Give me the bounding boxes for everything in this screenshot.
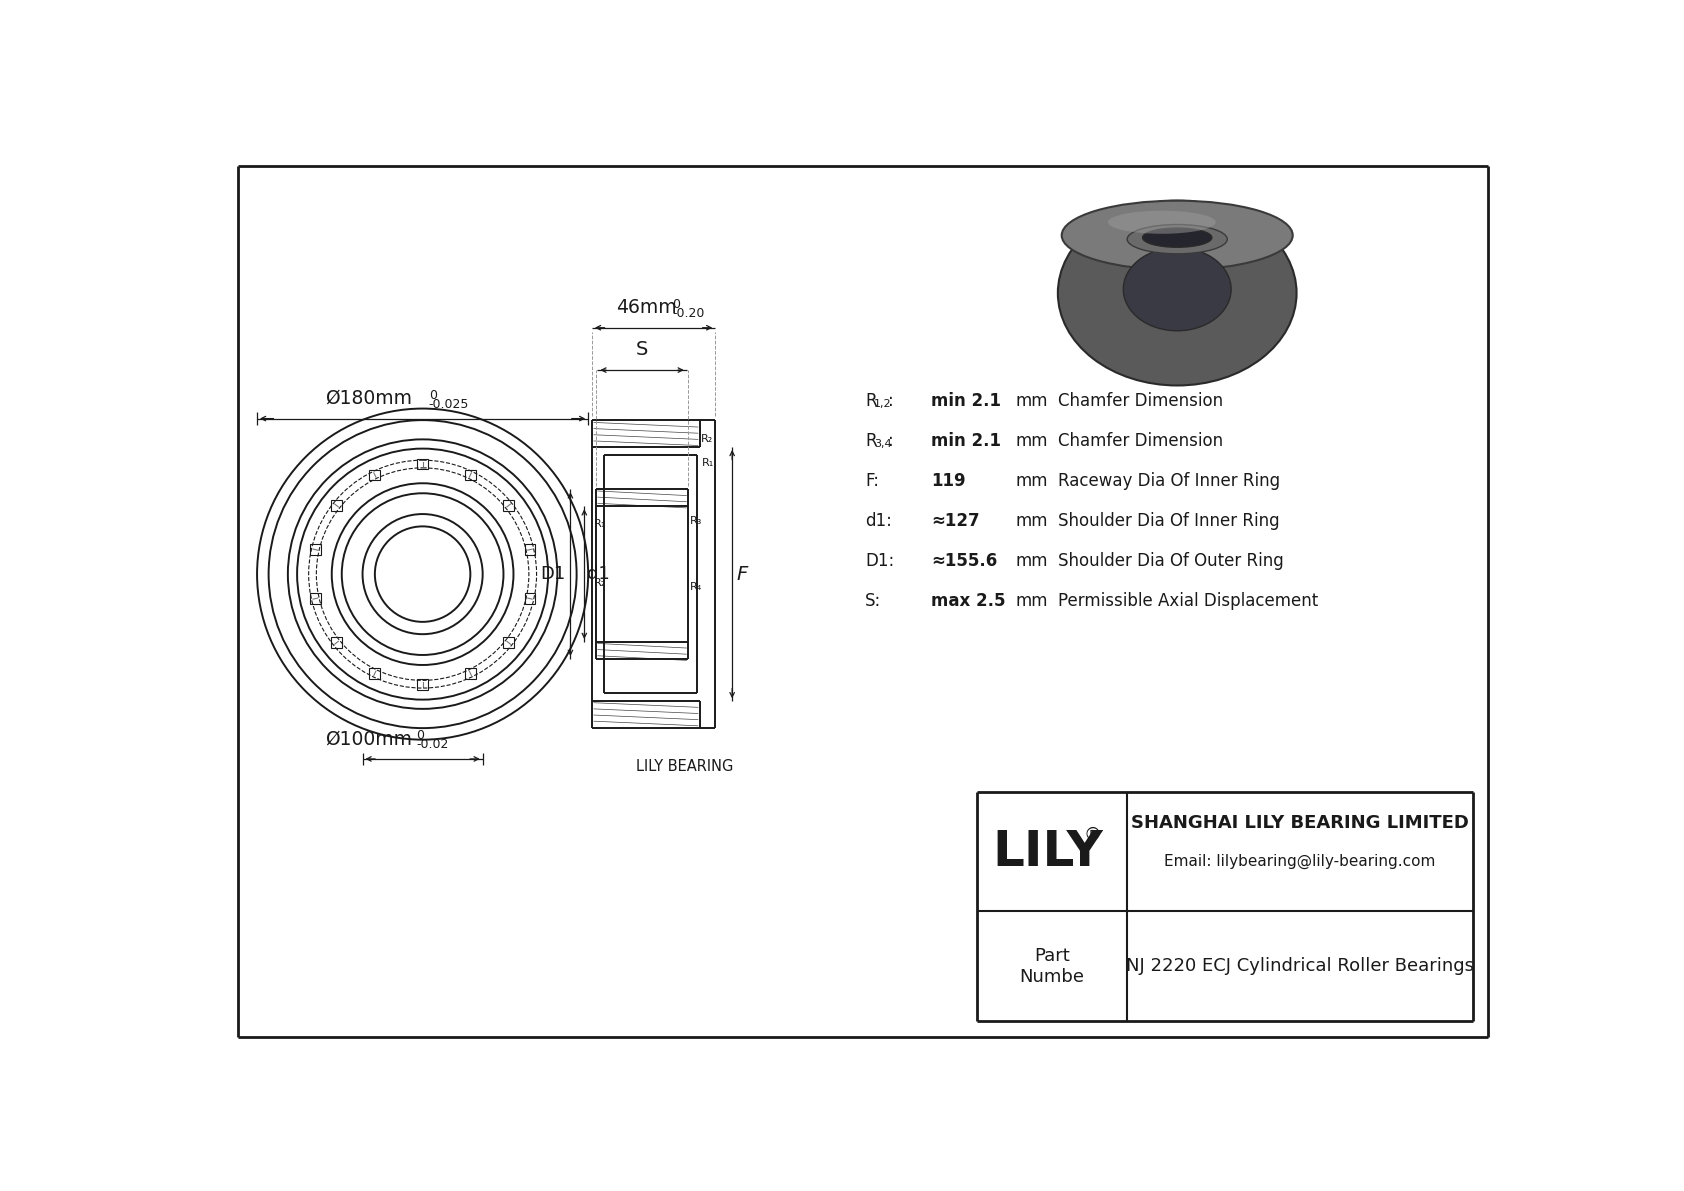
Text: mm: mm	[1015, 553, 1047, 570]
Text: Email: lilybearing@lily-bearing.com: Email: lilybearing@lily-bearing.com	[1164, 854, 1436, 869]
Text: mm: mm	[1015, 512, 1047, 530]
Bar	[418, 459, 428, 469]
Text: ≈127: ≈127	[931, 512, 980, 530]
Text: D1:: D1:	[866, 553, 894, 570]
Bar	[369, 668, 381, 679]
Text: d1:: d1:	[866, 512, 893, 530]
Text: Shoulder Dia Of Outer Ring: Shoulder Dia Of Outer Ring	[1058, 553, 1283, 570]
Text: Chamfer Dimension: Chamfer Dimension	[1058, 432, 1223, 450]
Bar	[310, 544, 320, 555]
Text: Ø100mm: Ø100mm	[325, 729, 413, 748]
Text: 0: 0	[672, 298, 680, 311]
Text: Chamfer Dimension: Chamfer Dimension	[1058, 392, 1223, 410]
Text: SHANGHAI LILY BEARING LIMITED: SHANGHAI LILY BEARING LIMITED	[1132, 813, 1468, 831]
Text: -0.02: -0.02	[416, 738, 450, 752]
Text: min 2.1: min 2.1	[931, 432, 1000, 450]
Text: Ø180mm: Ø180mm	[325, 388, 413, 407]
Text: Part
Numbe: Part Numbe	[1019, 947, 1084, 986]
Text: R₁: R₁	[593, 519, 606, 530]
Ellipse shape	[1127, 225, 1228, 254]
Text: 0: 0	[429, 388, 436, 401]
Text: ≈155.6: ≈155.6	[931, 553, 997, 570]
Text: R₃: R₃	[690, 516, 702, 525]
Ellipse shape	[1142, 227, 1212, 248]
Text: R: R	[866, 392, 877, 410]
Text: S:: S:	[866, 592, 882, 610]
Text: Permissible Axial Displacement: Permissible Axial Displacement	[1058, 592, 1319, 610]
Bar	[310, 593, 320, 604]
Text: NJ 2220 ECJ Cylindrical Roller Bearings: NJ 2220 ECJ Cylindrical Roller Bearings	[1127, 958, 1474, 975]
Text: d1: d1	[588, 565, 610, 584]
Bar	[465, 668, 477, 679]
Text: 1,2: 1,2	[874, 399, 891, 409]
Text: 0: 0	[416, 729, 424, 742]
Text: -0.20: -0.20	[672, 307, 704, 320]
Bar	[504, 637, 514, 648]
Text: R₂: R₂	[593, 578, 606, 588]
Text: 3,4: 3,4	[874, 439, 891, 449]
Bar	[525, 593, 536, 604]
Ellipse shape	[1123, 248, 1231, 331]
Bar	[504, 500, 514, 511]
Text: max 2.5: max 2.5	[931, 592, 1005, 610]
Text: F:: F:	[866, 472, 879, 490]
Text: :: :	[889, 392, 894, 410]
Bar	[418, 679, 428, 690]
Bar	[465, 469, 477, 480]
Text: Shoulder Dia Of Inner Ring: Shoulder Dia Of Inner Ring	[1058, 512, 1280, 530]
Bar	[332, 500, 342, 511]
Text: mm: mm	[1015, 592, 1047, 610]
Bar	[332, 637, 342, 648]
Bar	[369, 469, 381, 480]
Text: 46mm: 46mm	[616, 298, 677, 317]
Text: min 2.1: min 2.1	[931, 392, 1000, 410]
Text: :: :	[889, 432, 894, 450]
Text: F: F	[736, 565, 748, 584]
Text: mm: mm	[1015, 392, 1047, 410]
Text: LILY: LILY	[994, 828, 1103, 875]
Text: R: R	[866, 432, 877, 450]
Text: mm: mm	[1015, 472, 1047, 490]
Text: R₄: R₄	[690, 582, 702, 592]
Text: LILY BEARING: LILY BEARING	[637, 759, 733, 774]
Bar	[525, 544, 536, 555]
Ellipse shape	[1058, 200, 1297, 386]
Text: S: S	[637, 341, 648, 360]
Ellipse shape	[1108, 211, 1216, 233]
Text: 119: 119	[931, 472, 965, 490]
Text: ®: ®	[1083, 825, 1101, 843]
Text: D1: D1	[541, 565, 566, 584]
Text: mm: mm	[1015, 432, 1047, 450]
Text: R₂: R₂	[701, 434, 714, 444]
Ellipse shape	[1061, 200, 1293, 270]
Text: Raceway Dia Of Inner Ring: Raceway Dia Of Inner Ring	[1058, 472, 1280, 490]
Text: -0.025: -0.025	[429, 398, 470, 411]
Text: R₁: R₁	[702, 457, 714, 468]
